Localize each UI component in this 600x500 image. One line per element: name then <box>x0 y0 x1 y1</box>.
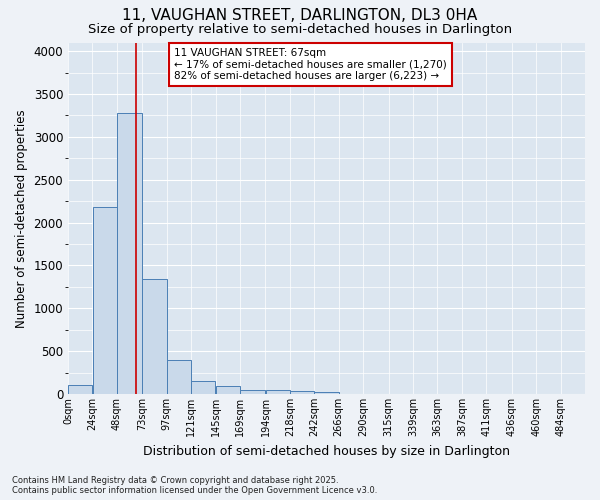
Text: Size of property relative to semi-detached houses in Darlington: Size of property relative to semi-detach… <box>88 22 512 36</box>
Bar <box>92 207 117 394</box>
Bar <box>240 390 265 394</box>
Bar <box>142 279 167 394</box>
Bar <box>167 360 191 394</box>
Bar <box>266 390 290 394</box>
Y-axis label: Number of semi-detached properties: Number of semi-detached properties <box>15 109 28 328</box>
Text: 11, VAUGHAN STREET, DARLINGTON, DL3 0HA: 11, VAUGHAN STREET, DARLINGTON, DL3 0HA <box>122 8 478 22</box>
Text: Contains HM Land Registry data © Crown copyright and database right 2025.
Contai: Contains HM Land Registry data © Crown c… <box>12 476 377 495</box>
Bar <box>68 384 92 394</box>
X-axis label: Distribution of semi-detached houses by size in Darlington: Distribution of semi-detached houses by … <box>143 444 510 458</box>
Bar <box>290 392 314 394</box>
Bar <box>117 113 142 394</box>
Bar <box>191 380 215 394</box>
Text: 11 VAUGHAN STREET: 67sqm
← 17% of semi-detached houses are smaller (1,270)
82% o: 11 VAUGHAN STREET: 67sqm ← 17% of semi-d… <box>174 48 447 81</box>
Bar <box>216 386 240 394</box>
Bar <box>314 392 338 394</box>
